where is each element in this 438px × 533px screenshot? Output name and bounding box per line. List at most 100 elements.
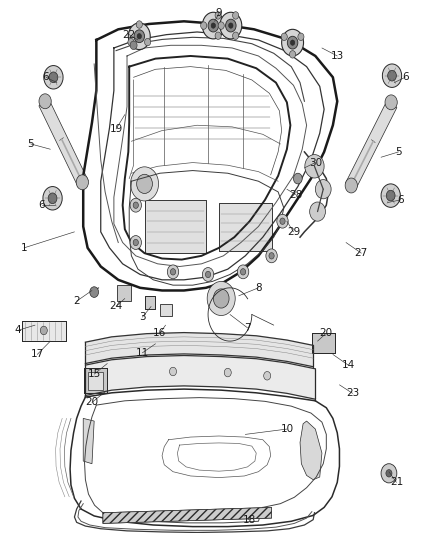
Polygon shape bbox=[147, 333, 184, 355]
Circle shape bbox=[266, 249, 277, 263]
Circle shape bbox=[43, 187, 62, 210]
Circle shape bbox=[226, 19, 236, 32]
Circle shape bbox=[202, 268, 214, 281]
Text: 18: 18 bbox=[243, 515, 256, 524]
Circle shape bbox=[48, 193, 57, 204]
Circle shape bbox=[130, 236, 141, 249]
Bar bbox=[219, 203, 272, 251]
Text: 11: 11 bbox=[136, 348, 149, 358]
Circle shape bbox=[233, 32, 239, 39]
Text: 17: 17 bbox=[31, 350, 44, 359]
Circle shape bbox=[386, 470, 392, 477]
Text: 15: 15 bbox=[88, 369, 101, 379]
Circle shape bbox=[208, 19, 219, 32]
Circle shape bbox=[133, 239, 138, 246]
Polygon shape bbox=[221, 357, 256, 389]
Text: 8: 8 bbox=[255, 283, 262, 293]
Circle shape bbox=[381, 464, 397, 483]
Polygon shape bbox=[300, 421, 322, 480]
Bar bbox=[84, 368, 107, 393]
Text: 20: 20 bbox=[85, 398, 99, 407]
Polygon shape bbox=[256, 359, 287, 393]
Polygon shape bbox=[184, 333, 221, 355]
Polygon shape bbox=[287, 363, 315, 399]
Circle shape bbox=[298, 33, 304, 41]
Bar bbox=[160, 304, 172, 316]
Circle shape bbox=[137, 174, 152, 193]
Circle shape bbox=[40, 326, 47, 335]
Polygon shape bbox=[112, 357, 147, 390]
Circle shape bbox=[44, 66, 63, 89]
Text: 28: 28 bbox=[289, 190, 302, 199]
Polygon shape bbox=[287, 340, 313, 367]
Text: 5: 5 bbox=[395, 147, 402, 157]
Circle shape bbox=[381, 184, 400, 207]
Circle shape bbox=[128, 38, 134, 46]
Circle shape bbox=[229, 23, 233, 28]
Circle shape bbox=[277, 214, 288, 228]
Circle shape bbox=[137, 34, 141, 39]
Text: 13: 13 bbox=[331, 51, 344, 61]
Circle shape bbox=[282, 29, 304, 56]
Text: 6: 6 bbox=[397, 195, 404, 205]
Text: 21: 21 bbox=[390, 478, 403, 487]
Circle shape bbox=[145, 38, 151, 46]
Circle shape bbox=[213, 289, 229, 308]
Text: 24: 24 bbox=[110, 302, 123, 311]
Bar bbox=[312, 333, 335, 353]
Polygon shape bbox=[85, 337, 112, 364]
Circle shape bbox=[134, 30, 145, 43]
Bar bbox=[145, 200, 206, 253]
Text: 20: 20 bbox=[320, 328, 333, 338]
Circle shape bbox=[128, 23, 150, 50]
Circle shape bbox=[269, 253, 274, 259]
Circle shape bbox=[131, 167, 159, 201]
Bar bbox=[312, 333, 335, 353]
Circle shape bbox=[287, 36, 298, 49]
Circle shape bbox=[201, 22, 207, 29]
Bar bbox=[22, 321, 66, 341]
Polygon shape bbox=[39, 99, 88, 188]
Text: 2: 2 bbox=[73, 296, 80, 306]
Circle shape bbox=[215, 12, 221, 19]
Text: 1: 1 bbox=[21, 243, 28, 253]
Circle shape bbox=[130, 198, 141, 212]
Circle shape bbox=[382, 64, 402, 87]
Circle shape bbox=[215, 32, 221, 39]
Text: 7: 7 bbox=[244, 323, 251, 333]
Circle shape bbox=[345, 178, 357, 193]
Polygon shape bbox=[103, 507, 272, 523]
Text: 23: 23 bbox=[346, 389, 359, 398]
Bar bbox=[219, 203, 272, 251]
Circle shape bbox=[220, 12, 242, 39]
Circle shape bbox=[211, 23, 215, 28]
Circle shape bbox=[202, 12, 224, 39]
Polygon shape bbox=[83, 418, 94, 464]
Circle shape bbox=[310, 202, 325, 221]
Circle shape bbox=[280, 218, 285, 224]
Bar bbox=[88, 372, 103, 390]
Text: 29: 29 bbox=[287, 227, 300, 237]
Circle shape bbox=[167, 265, 179, 279]
Circle shape bbox=[305, 155, 324, 178]
Circle shape bbox=[133, 202, 138, 208]
Text: 5: 5 bbox=[27, 139, 34, 149]
Bar bbox=[22, 321, 66, 341]
Circle shape bbox=[39, 94, 51, 109]
Polygon shape bbox=[85, 360, 112, 395]
Text: 19: 19 bbox=[110, 124, 123, 134]
Text: 4: 4 bbox=[14, 326, 21, 335]
Circle shape bbox=[218, 22, 224, 29]
Polygon shape bbox=[221, 334, 256, 357]
Circle shape bbox=[315, 180, 331, 199]
Text: 16: 16 bbox=[153, 328, 166, 338]
Circle shape bbox=[49, 72, 58, 83]
Circle shape bbox=[385, 95, 397, 110]
Circle shape bbox=[170, 269, 176, 275]
Text: 9: 9 bbox=[215, 9, 223, 18]
Circle shape bbox=[207, 281, 235, 316]
Polygon shape bbox=[147, 356, 184, 387]
Circle shape bbox=[264, 372, 271, 380]
Text: 30: 30 bbox=[309, 158, 322, 167]
Circle shape bbox=[136, 21, 142, 28]
